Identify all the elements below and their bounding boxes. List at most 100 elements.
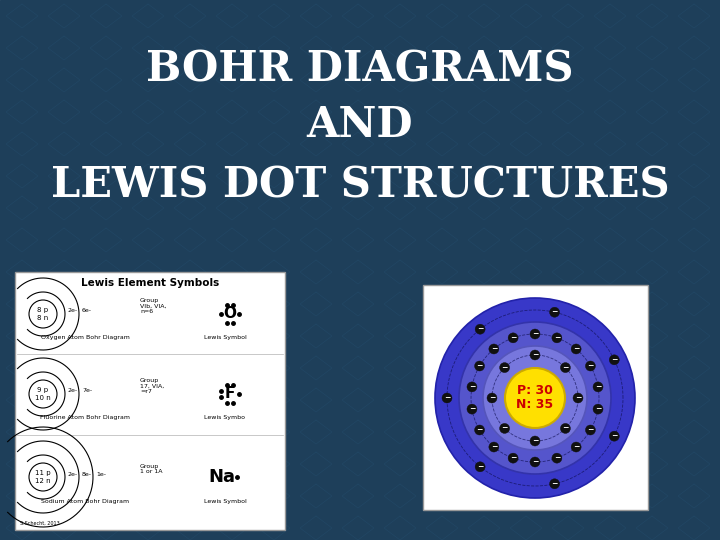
Text: 2e-: 2e- bbox=[67, 471, 77, 476]
Text: −: − bbox=[490, 344, 497, 353]
Text: Oxygen Atom Bohr Diagram: Oxygen Atom Bohr Diagram bbox=[40, 335, 130, 341]
Text: LEWIS DOT STRUCTURES: LEWIS DOT STRUCTURES bbox=[50, 164, 670, 206]
Circle shape bbox=[29, 463, 57, 491]
Text: 8 p: 8 p bbox=[37, 307, 48, 313]
Circle shape bbox=[560, 362, 570, 373]
Text: −: − bbox=[477, 425, 483, 434]
Circle shape bbox=[530, 457, 540, 467]
Text: 2e-: 2e- bbox=[67, 388, 77, 394]
Circle shape bbox=[435, 298, 635, 498]
Text: −: − bbox=[595, 382, 601, 391]
Text: 12 n: 12 n bbox=[35, 478, 51, 484]
Circle shape bbox=[500, 362, 510, 373]
Circle shape bbox=[573, 393, 583, 403]
Text: −: − bbox=[477, 361, 483, 370]
Text: −: − bbox=[532, 350, 538, 359]
Circle shape bbox=[29, 300, 57, 328]
Text: −: − bbox=[562, 362, 569, 372]
Text: Lewis Symbo: Lewis Symbo bbox=[204, 415, 246, 421]
Text: 10 n: 10 n bbox=[35, 395, 51, 401]
Circle shape bbox=[467, 382, 477, 392]
Circle shape bbox=[571, 442, 581, 452]
Text: −: − bbox=[532, 329, 538, 338]
Text: −: − bbox=[501, 423, 508, 433]
Text: −: − bbox=[573, 442, 580, 451]
Circle shape bbox=[474, 361, 485, 371]
Text: −: − bbox=[552, 307, 558, 316]
Text: Fluorine Atom Bohr Diagram: Fluorine Atom Bohr Diagram bbox=[40, 415, 130, 421]
Text: 8 n: 8 n bbox=[37, 315, 49, 321]
Circle shape bbox=[593, 382, 603, 392]
Text: −: − bbox=[532, 457, 538, 466]
Circle shape bbox=[459, 322, 611, 474]
Text: −: − bbox=[562, 423, 569, 433]
Text: Lewis Symbol: Lewis Symbol bbox=[204, 335, 246, 341]
Circle shape bbox=[530, 329, 540, 339]
Text: 6e-: 6e- bbox=[82, 308, 92, 314]
Circle shape bbox=[609, 431, 619, 441]
Bar bbox=[15, 272, 285, 530]
Circle shape bbox=[560, 423, 570, 434]
Text: −: − bbox=[444, 393, 450, 402]
Text: S.Schecht, 2013: S.Schecht, 2013 bbox=[20, 521, 60, 526]
Text: −: − bbox=[469, 404, 475, 413]
Text: −: − bbox=[552, 479, 558, 488]
Circle shape bbox=[489, 442, 499, 452]
Text: −: − bbox=[554, 333, 560, 342]
Text: −: − bbox=[510, 333, 516, 342]
Text: −: − bbox=[477, 324, 483, 333]
Text: BOHR DIAGRAMS: BOHR DIAGRAMS bbox=[146, 49, 574, 91]
Text: N: 35: N: 35 bbox=[516, 399, 554, 411]
Text: −: − bbox=[490, 442, 497, 451]
Text: Group
17, VIA,
=r7: Group 17, VIA, =r7 bbox=[140, 377, 164, 394]
Text: O: O bbox=[223, 307, 236, 321]
Circle shape bbox=[508, 333, 518, 343]
Circle shape bbox=[505, 368, 565, 428]
Circle shape bbox=[530, 436, 540, 446]
Text: −: − bbox=[554, 453, 560, 462]
Text: P: 30: P: 30 bbox=[517, 384, 553, 397]
Text: Group
1 or 1A: Group 1 or 1A bbox=[140, 464, 163, 475]
Text: 1e-: 1e- bbox=[96, 471, 106, 476]
Text: −: − bbox=[575, 393, 581, 402]
Circle shape bbox=[500, 423, 510, 434]
Text: −: − bbox=[469, 382, 475, 391]
Circle shape bbox=[474, 425, 485, 435]
Circle shape bbox=[483, 346, 587, 450]
Text: Lewis Element Symbols: Lewis Element Symbols bbox=[81, 278, 219, 288]
Text: −: − bbox=[595, 404, 601, 413]
Circle shape bbox=[552, 453, 562, 463]
Text: −: − bbox=[588, 425, 593, 434]
Text: 11 p: 11 p bbox=[35, 470, 51, 476]
Circle shape bbox=[530, 350, 540, 360]
Text: −: − bbox=[611, 355, 618, 364]
Circle shape bbox=[475, 462, 485, 472]
Circle shape bbox=[505, 368, 565, 428]
Text: −: − bbox=[501, 362, 508, 372]
Text: 9 p: 9 p bbox=[37, 387, 48, 393]
Circle shape bbox=[609, 355, 619, 365]
Circle shape bbox=[571, 344, 581, 354]
Text: Group
VIb, VIA,
n=6: Group VIb, VIA, n=6 bbox=[140, 298, 166, 314]
Text: −: − bbox=[489, 393, 495, 402]
Circle shape bbox=[585, 361, 595, 371]
Circle shape bbox=[549, 479, 559, 489]
Text: 7e-: 7e- bbox=[82, 388, 92, 394]
Text: Na: Na bbox=[209, 468, 235, 486]
Text: 8e-: 8e- bbox=[82, 471, 92, 476]
Bar bbox=[423, 285, 648, 510]
Circle shape bbox=[508, 453, 518, 463]
Text: −: − bbox=[588, 361, 593, 370]
Text: −: − bbox=[611, 431, 618, 440]
Text: Sodium Atom Bohr Diagram: Sodium Atom Bohr Diagram bbox=[41, 498, 129, 503]
Circle shape bbox=[593, 404, 603, 414]
Text: F: F bbox=[225, 387, 235, 402]
Circle shape bbox=[475, 324, 485, 334]
Text: −: − bbox=[510, 453, 516, 462]
Circle shape bbox=[489, 344, 499, 354]
Text: −: − bbox=[477, 462, 483, 471]
Circle shape bbox=[487, 393, 497, 403]
Text: Lewis Symbol: Lewis Symbol bbox=[204, 498, 246, 503]
Circle shape bbox=[29, 380, 57, 408]
Text: −: − bbox=[573, 344, 580, 353]
